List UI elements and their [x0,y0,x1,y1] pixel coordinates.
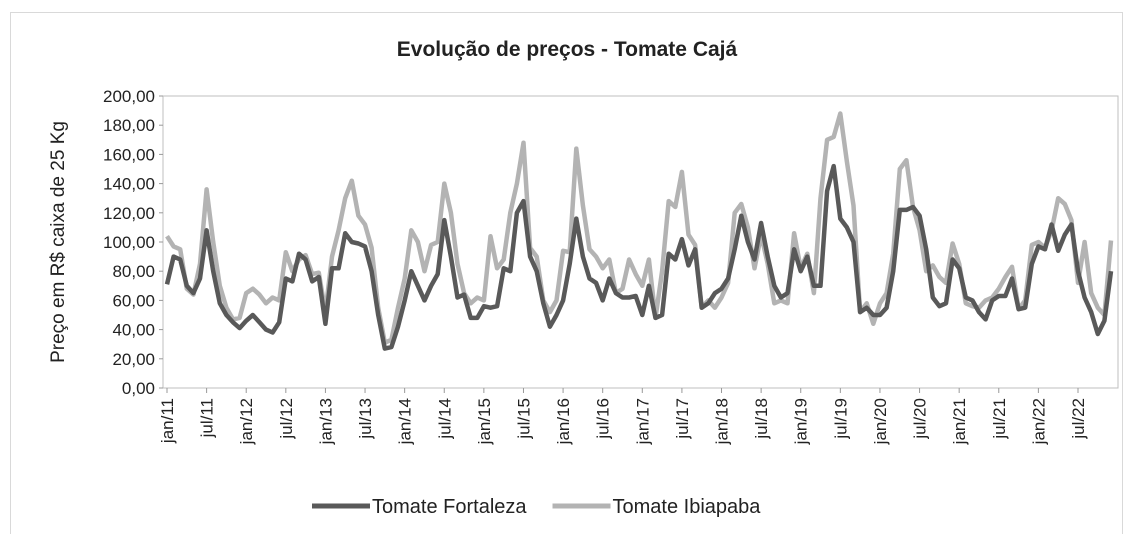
x-tick-label: jul/12 [277,398,296,440]
y-tick-label: 180,00 [103,116,155,135]
x-tick-label: jul/16 [594,398,613,440]
x-tick-label: jan/14 [396,398,415,445]
plot-area [162,95,1119,389]
y-tick-label: 160,00 [103,145,155,164]
x-tick-label: jul/19 [831,398,850,440]
x-tick-label: jan/12 [237,398,256,445]
x-tick-label: jul/22 [1069,398,1088,440]
x-tick-label: jul/15 [514,398,533,440]
y-tick-label: 40,00 [112,321,155,340]
y-axis-label: Preço em R$ caixa de 25 Kg [48,121,69,363]
x-tick-label: jul/13 [356,398,375,440]
y-tick-label: 200,00 [103,87,155,106]
x-tick-label: jan/16 [554,398,573,445]
chart-title: Evolução de preços - Tomate Cajá [397,38,738,61]
x-tick-label: jan/19 [792,398,811,445]
x-tick-label: jan/22 [1029,398,1048,445]
x-tick-label: jan/13 [316,398,335,445]
x-tick-label: jul/21 [990,398,1009,440]
x-tick-label: jan/11 [158,398,177,444]
y-tick-label: 60,00 [112,291,155,310]
y-tick-label: 20,00 [112,350,155,369]
x-tick-label: jan/17 [633,398,652,445]
x-tick-label: jul/14 [435,398,454,440]
y-tick-label: 0,00 [122,379,155,398]
chart-frame [10,12,1123,534]
x-tick-label: jan/18 [713,398,732,445]
x-tick-label: jan/15 [475,398,494,445]
x-tick-label: jan/20 [871,398,890,445]
y-tick-label: 120,00 [103,204,155,223]
x-tick-label: jul/20 [911,398,930,440]
legend-label: Tomate Ibiapaba [613,496,762,518]
x-tick-label: jul/11 [198,398,217,438]
y-tick-label: 140,00 [103,175,155,194]
x-tick-label: jul/18 [752,398,771,440]
x-tick-label: jan/21 [950,398,969,445]
y-tick-label: 80,00 [112,262,155,281]
series-line [164,163,1114,351]
legend-label: Tomate Fortaleza [372,496,527,518]
x-tick-label: jul/17 [673,398,692,440]
y-tick-label: 100,00 [103,233,155,252]
